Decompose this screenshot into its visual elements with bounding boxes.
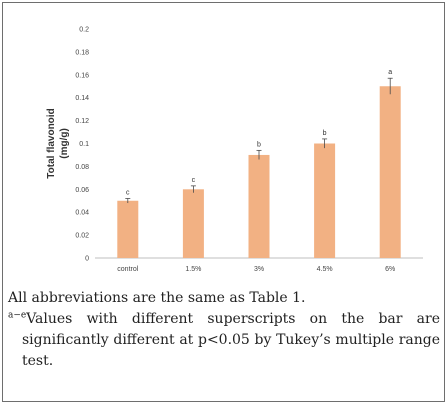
caption-line-1: All abbreviations are the same as Table …: [8, 290, 306, 306]
y-tick-label: 0.18: [75, 49, 89, 56]
y-axis-label: Total flavonoid (mg/g): [46, 108, 70, 178]
x-tick-label: 6%: [385, 266, 395, 273]
bar-chart: 00.020.040.060.080.10.120.140.160.180.2 …: [46, 27, 423, 273]
caption-superscript: a−e: [8, 310, 27, 321]
bars: c c b b a: [117, 69, 401, 258]
bar: [182, 189, 204, 258]
bar: [314, 143, 336, 258]
caption-line-2-text: Values with different superscripts on th…: [22, 311, 440, 369]
y-tick-label: 0.08: [75, 164, 89, 171]
bar: [379, 86, 401, 258]
y-tick-label: 0.02: [75, 233, 89, 240]
x-tick-label: 4.5%: [317, 266, 333, 273]
bar: [117, 200, 139, 258]
y-tick-label: 0.06: [75, 187, 89, 194]
y-tick-label: 0: [85, 256, 89, 263]
y-tick-label: 0.04: [75, 210, 89, 217]
significance-letter: a: [388, 69, 392, 76]
bar: [248, 154, 270, 258]
x-tick-label: 1.5%: [185, 266, 201, 273]
significance-letter: c: [192, 177, 196, 184]
x-tick-label: control: [117, 266, 138, 273]
y-axis-ticks: 0 0.02 0.04 0.06 0.08 0.1 0.12 0.14 0.16 0.18 0.2: [75, 27, 89, 263]
y-tick-label: 0.16: [75, 72, 89, 79]
significance-letter: c: [126, 189, 130, 196]
figure-frame: [2, 2, 445, 402]
y-tick-label: 0.12: [75, 118, 89, 125]
y-tick-label: 0.14: [75, 95, 89, 102]
y-tick-label: 0.2: [79, 27, 89, 34]
significance-letter: b: [257, 141, 261, 148]
caption-line-2: a−eValues with different superscripts on…: [8, 309, 440, 372]
figure-caption: All abbreviations are the same as Table …: [8, 288, 440, 372]
y-axis-label-line: Total flavonoid: [46, 108, 57, 178]
y-tick-label: 0.1: [79, 141, 89, 148]
x-tick-label: 3%: [254, 266, 264, 273]
x-axis-labels: control 1.5% 3% 4.5% 6%: [117, 266, 395, 273]
significance-letter: b: [323, 130, 327, 137]
y-axis-label-line: (mg/g): [59, 128, 70, 159]
